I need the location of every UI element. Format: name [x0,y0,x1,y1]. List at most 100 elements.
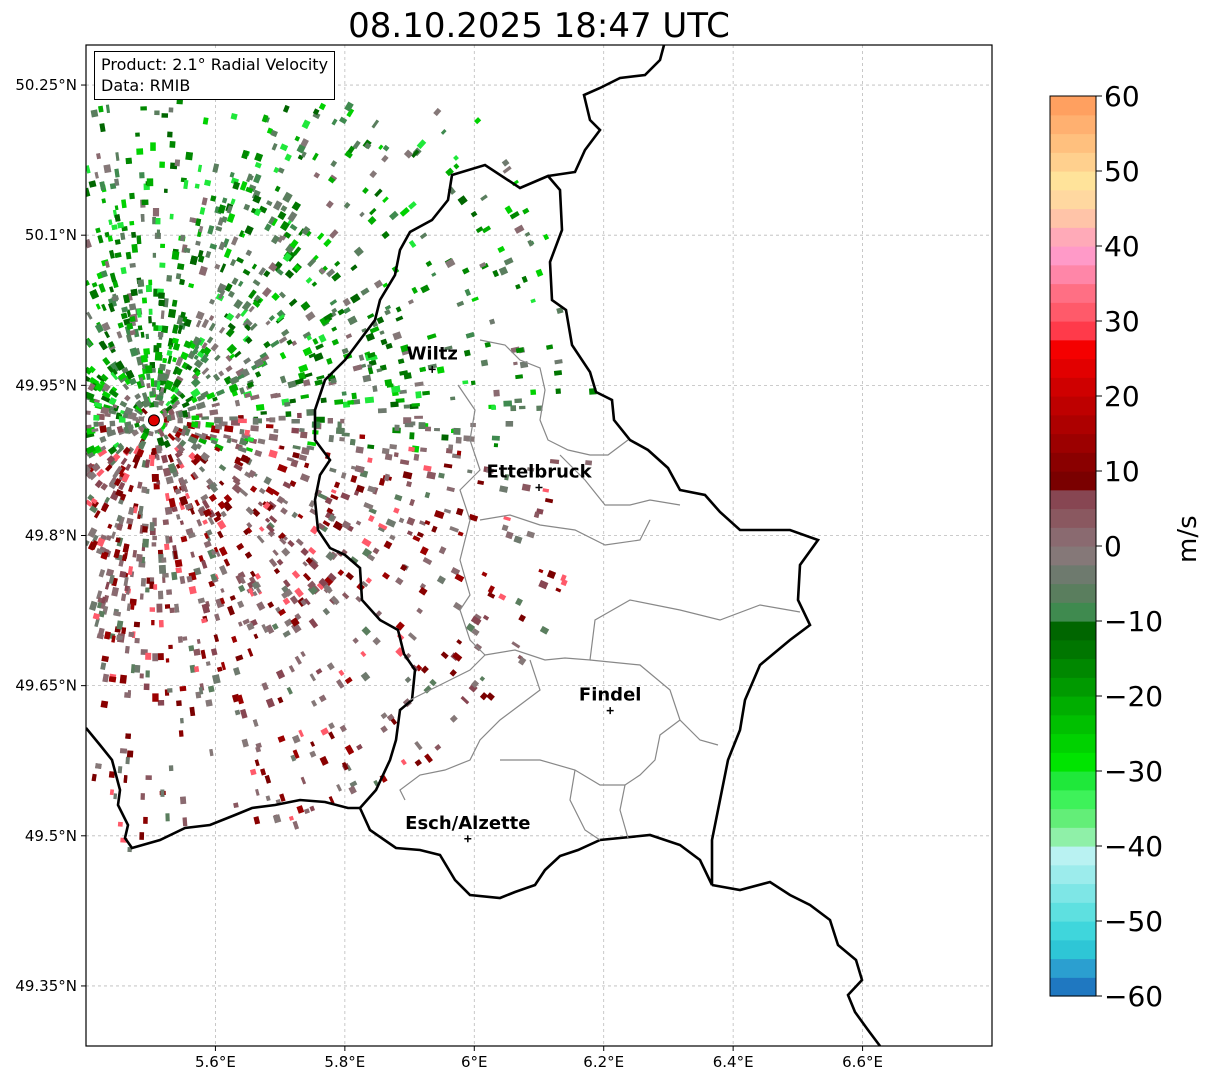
velocity-echo-cell [150,458,155,467]
germany-border-south [711,880,882,1046]
velocity-echo-cell [497,245,506,253]
velocity-echo-cell [419,546,429,556]
velocity-echo-cell [205,661,211,666]
velocity-echo-cell [200,353,209,363]
velocity-echo-cell [381,231,390,240]
velocity-echo-cell [90,497,98,505]
velocity-echo-cell [151,619,155,626]
velocity-echo-cell [101,390,111,399]
velocity-echo-cell [215,424,223,430]
velocity-echo-cell [122,543,130,553]
velocity-echo-cell [193,453,202,462]
velocity-echo-cell [415,664,423,672]
colorbar-segment [1050,752,1096,772]
velocity-echo-cell [225,354,233,362]
velocity-echo-cell [247,647,254,657]
velocity-echo-cell [196,394,206,402]
country-borders [86,45,882,1046]
velocity-echo-cell [289,223,298,232]
velocity-echo-cell [291,340,298,347]
velocity-echo-cell [446,486,455,493]
velocity-echo-cell [239,428,245,435]
velocity-echo-cell [166,589,173,595]
velocity-echo-cell [542,488,550,493]
velocity-echo-cell [249,485,258,493]
velocity-echo-cell [193,354,199,361]
velocity-echo-cell [203,532,209,539]
velocity-echo-cell [341,520,352,530]
velocity-echo-cell [104,496,111,504]
velocity-echo-cell [268,433,279,442]
velocity-echo-cell [493,443,499,448]
velocity-echo-cell [111,586,119,597]
velocity-echo-cell [93,421,99,427]
velocity-echo-cell [137,279,145,288]
velocity-echo-cell [114,252,122,259]
colorbar-segment [1050,958,1096,978]
velocity-echo-cell [349,556,359,565]
velocity-echo-cell [286,339,293,346]
velocity-echo-cell [312,108,320,116]
velocity-echo-cell [131,231,137,238]
velocity-echo-cell [129,316,136,323]
lat-tick-label: 49.35°N [15,977,77,995]
velocity-echo-cell [184,502,193,511]
velocity-echo-cell [108,388,119,398]
velocity-echo-cell [369,207,377,216]
velocity-echo-cell [244,471,252,479]
velocity-echo-cell [127,523,133,530]
velocity-echo-cell [174,431,182,439]
velocity-echo-cell [119,400,128,408]
velocity-echo-cell [220,587,225,593]
velocity-echo-cell [169,140,176,148]
velocity-echo-cell [307,441,317,447]
velocity-echo-cell [233,298,244,310]
velocity-echo-cell [300,547,309,557]
velocity-echo-cell [174,559,183,568]
velocity-echo-cell [454,573,465,583]
colorbar-segment [1050,939,1096,960]
colorbar-segment [1050,264,1096,285]
velocity-echo-cell [468,513,479,522]
velocity-echo-cell [191,471,199,480]
velocity-echo-cell [152,535,157,541]
velocity-echo-cell [91,281,98,288]
velocity-echo-cell [242,618,250,625]
velocity-echo-cell [175,356,184,367]
velocity-echo-cell [155,217,161,225]
velocity-echo-cell [282,597,291,606]
velocity-echo-cell [394,494,403,502]
velocity-echo-cell [433,107,442,117]
velocity-echo-cell [291,418,300,424]
velocity-echo-cell [527,467,535,472]
velocity-echo-cell [456,639,463,645]
velocity-echo-cell [252,719,259,727]
colorbar-tick-label: 20 [1104,380,1140,413]
velocity-echo-cell [298,454,308,462]
velocity-echo-cell [503,257,514,266]
velocity-echo-cell [302,561,308,567]
velocity-echo-cell [86,339,93,347]
velocity-echo-cell [381,571,390,580]
city-label: Findel [579,685,642,706]
velocity-echo-cell [244,392,251,398]
velocity-echo-cell [128,506,135,516]
velocity-echo-cell [99,425,108,434]
velocity-echo-cell [203,508,212,518]
velocity-echo-cell [254,294,261,302]
velocity-echo-cell [99,380,106,387]
velocity-echo-cell [414,415,423,419]
velocity-echo-cell [197,597,206,604]
velocity-echo-cell [180,485,186,492]
velocity-echo-cell [116,330,123,339]
velocity-echo-cell [182,817,188,827]
velocity-echo-cell [409,498,415,507]
velocity-echo-cell [210,195,217,202]
velocity-echo-cell [108,574,115,585]
velocity-echo-cell [213,515,222,523]
velocity-echo-cell [86,187,91,198]
velocity-echo-cell [464,288,472,297]
velocity-echo-cell [279,375,287,384]
velocity-echo-cell [424,520,431,526]
velocity-echo-cell [367,351,376,359]
